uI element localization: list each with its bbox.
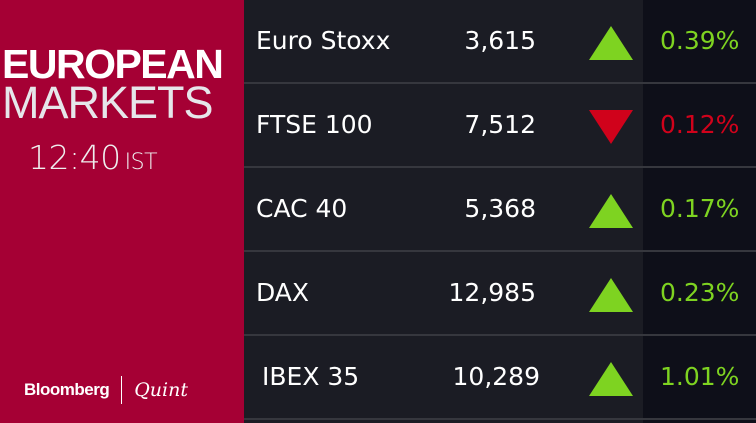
market-change: 0.17%: [660, 194, 740, 223]
market-name: Euro Stoxx: [256, 26, 391, 55]
market-name: CAC 40: [256, 194, 348, 223]
market-value: 3,615: [464, 26, 536, 55]
arrow-up-icon: [589, 194, 633, 228]
arrow-up-icon: [589, 26, 633, 60]
title-line2: MARKETS: [2, 77, 214, 128]
time: 12:40: [28, 138, 121, 177]
market-row: CAC 40 5,368 0.17%: [244, 168, 756, 252]
market-value: 12,985: [448, 278, 536, 307]
logo: Bloomberg Quint: [24, 376, 188, 404]
bloomberg-logo: Bloomberg: [24, 380, 110, 399]
market-name: IBEX 35: [262, 362, 360, 391]
market-value: 7,512: [464, 110, 536, 139]
title-panel: EUROPEAN MARKETS 12:40 IST Bloomberg Quint: [0, 0, 244, 423]
market-value: 10,289: [452, 362, 540, 391]
quint-logo: Quint: [134, 379, 188, 401]
market-change: 0.23%: [660, 278, 740, 307]
market-row: Euro Stoxx 3,615 0.39%: [244, 0, 756, 84]
change-column: [643, 0, 756, 423]
market-change: 0.12%: [660, 110, 740, 139]
timezone: IST: [124, 150, 158, 175]
timestamp: 12:40 IST: [28, 138, 158, 181]
market-row: IBEX 35 10,289 1.01%: [244, 336, 756, 420]
market-name: DAX: [256, 278, 310, 307]
market-value: 5,368: [464, 194, 536, 223]
arrow-up-icon: [589, 278, 633, 312]
market-change: 1.01%: [660, 362, 740, 391]
market-row: FTSE 100 7,512 0.12%: [244, 84, 756, 168]
arrow-up-icon: [589, 362, 633, 396]
arrow-down-icon: [589, 110, 633, 144]
title-line1: EUROPEAN: [2, 41, 224, 87]
market-change: 0.39%: [660, 26, 740, 55]
market-row: DAX 12,985 0.23%: [244, 252, 756, 336]
market-name: FTSE 100: [256, 110, 373, 139]
logo-divider: [121, 376, 123, 404]
